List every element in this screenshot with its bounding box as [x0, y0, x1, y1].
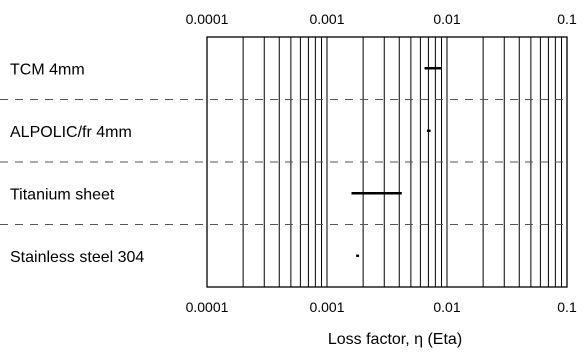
category-label: Titanium sheet	[10, 186, 115, 203]
top-tick-label: 0.1	[557, 11, 577, 27]
category-labels: TCM 4mm ALPOLIC/fr 4mm Titanium sheet Stain…	[10, 61, 144, 266]
top-tick-labels: 0.0001 0.001 0.01 0.1	[186, 11, 577, 27]
top-tick-label: 0.01	[433, 11, 460, 27]
bottom-tick-label: 0.001	[309, 299, 344, 315]
range-bars	[351, 67, 442, 257]
bottom-tick-label: 0.01	[433, 299, 460, 315]
bottom-tick-labels: 0.0001 0.001 0.01 0.1	[186, 299, 577, 315]
bottom-tick-label: 0.0001	[186, 299, 229, 315]
x-axis-title: Loss factor, η (Eta)	[328, 331, 462, 348]
category-label: TCM 4mm	[10, 61, 85, 78]
category-label: Stainless steel 304	[10, 249, 144, 266]
top-tick-label: 0.0001	[186, 11, 229, 27]
bottom-tick-label: 0.1	[557, 299, 577, 315]
plot-frame	[206, 36, 568, 288]
horizontal-gridlines	[0, 99, 567, 225]
top-tick-label: 0.001	[309, 11, 344, 27]
category-label: ALPOLIC/fr 4mm	[10, 124, 132, 141]
